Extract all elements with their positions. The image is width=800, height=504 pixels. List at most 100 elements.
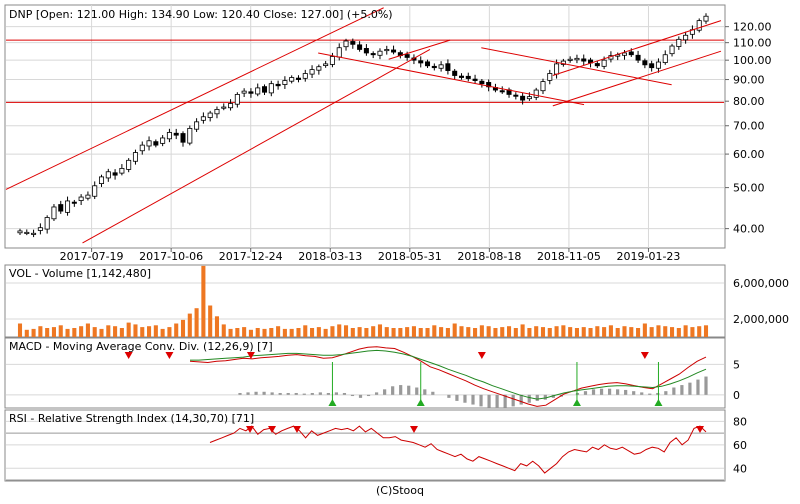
macd-histogram-bar (664, 391, 668, 395)
volume-bar (242, 327, 247, 337)
candle-body (160, 137, 166, 144)
volume-bar (493, 328, 498, 337)
candlesticks (17, 13, 709, 238)
macd-histogram-bar (599, 388, 604, 395)
macd-histogram-bar (704, 376, 708, 395)
price-x-tick-label: 2018-05-31 (378, 250, 442, 263)
candle-body (126, 159, 132, 170)
macd-histogram-bar (342, 392, 347, 395)
volume-bar (221, 324, 226, 337)
price-y-tick-label: 120.00 (733, 21, 772, 34)
candle-body (649, 63, 655, 69)
price-x-tick-label: 2017-12-24 (219, 250, 283, 263)
macd-histogram-bar (310, 392, 314, 395)
price-x-tick-label: 2018-08-18 (457, 250, 521, 263)
volume-bar (310, 328, 315, 337)
candle-body (567, 58, 573, 61)
rsi-y-tick-label: 60 (733, 439, 747, 452)
candle-body (486, 82, 492, 88)
volume-bar (140, 327, 145, 337)
macd-histogram-bar (487, 394, 491, 408)
macd-histogram-bar (246, 392, 250, 395)
candle-body (255, 87, 261, 95)
candle-body (384, 49, 390, 52)
volume-bar (520, 324, 525, 337)
volume-bar (425, 328, 430, 337)
candle-body (166, 132, 172, 140)
volume-bar (228, 328, 233, 337)
volume-bar (99, 328, 104, 337)
volume-bar (581, 327, 586, 337)
volume-bar (289, 328, 294, 337)
candle-body (302, 73, 308, 79)
macd-histogram-bar (431, 391, 435, 395)
price-x-axis-labels: 2017-07-19 2017-10-06 2017-12-24 2018-03-13… (60, 248, 680, 263)
macd-histogram-bar (423, 389, 427, 395)
candle-body (132, 152, 138, 162)
candle-body (621, 52, 628, 56)
candle-body (601, 59, 607, 67)
volume-bar (79, 326, 84, 337)
volume-bar (506, 326, 512, 337)
volume-bar (51, 327, 56, 337)
candle-body (262, 86, 268, 93)
candle-body (71, 201, 77, 204)
volume-bar (92, 327, 97, 337)
macd-y-axis-labels: 05 (733, 358, 740, 401)
candle-body (445, 63, 451, 71)
macd-histogram-bar (407, 385, 411, 395)
macd-histogram-bar (302, 393, 306, 395)
volume-bar (642, 323, 647, 337)
volume-bars (17, 265, 709, 337)
macd-histogram-bar (616, 389, 620, 395)
rsi-sell-marker (293, 426, 301, 433)
volume-bar (459, 326, 464, 337)
volume-bar (45, 328, 50, 337)
price-y-tick-label: 110.00 (733, 37, 772, 50)
volume-bar (663, 326, 668, 337)
macd-histogram-bar (294, 392, 298, 395)
volume-bar (629, 327, 634, 337)
volume-bar (377, 324, 383, 337)
macd-histogram-bar (262, 391, 266, 395)
macd-y-tick-label: 0 (733, 389, 740, 402)
macd-lines (189, 346, 707, 407)
macd-histogram-bar (543, 394, 547, 400)
rsi-y-tick-label: 40 (733, 462, 747, 475)
macd-signal-line (190, 349, 707, 400)
trend-line (388, 39, 451, 60)
candle-body (275, 83, 281, 87)
volume-bar (683, 325, 688, 337)
macd-histogram-bar (656, 392, 660, 395)
trend-line (5, 7, 384, 190)
volume-bar (106, 325, 111, 337)
volume-bar (113, 326, 118, 337)
volume-bar (357, 327, 362, 337)
candle-body (581, 58, 587, 62)
candle-body (37, 227, 43, 231)
volume-y-tick-label: 2,000,000 (733, 313, 789, 326)
trend-line (82, 49, 431, 244)
volume-bar (194, 308, 199, 337)
volume-plot-frame (4, 264, 726, 338)
candle-body (194, 121, 200, 130)
volume-bar (167, 327, 172, 337)
volume-bar (398, 328, 403, 337)
candle-body (683, 34, 689, 41)
macd-histogram-bar (511, 394, 515, 407)
volume-bar (500, 327, 505, 337)
macd-histogram-bar (350, 394, 355, 397)
macd-line (189, 346, 707, 407)
macd-histogram-bar (447, 394, 451, 398)
macd-histogram-bar (374, 392, 379, 395)
candle-body (329, 56, 335, 65)
candle-body (234, 94, 240, 105)
trend-line (552, 20, 722, 76)
candle-body (520, 95, 526, 101)
volume-bar (276, 326, 281, 337)
candle-body (180, 133, 186, 143)
candle-body (241, 90, 247, 94)
macd-histogram-bar (334, 392, 339, 395)
candle-body (418, 60, 424, 64)
candle-body (17, 230, 23, 234)
